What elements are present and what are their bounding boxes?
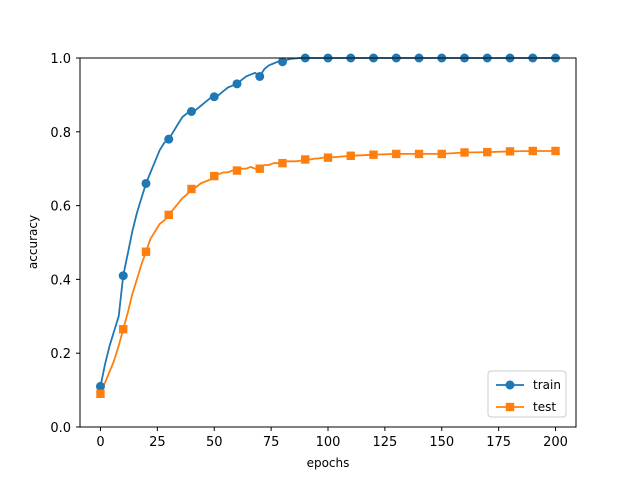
x-axis-label: epochs [307,456,350,470]
legend-label-train: train [533,378,561,392]
marker-train [186,107,196,117]
marker-train [141,178,151,188]
marker-test [460,148,469,157]
legend-marker-train [505,380,515,390]
legend-label-test: test [533,400,556,414]
marker-test [255,164,264,173]
marker-test [141,247,151,256]
marker-test [210,171,219,181]
marker-test [232,166,242,175]
x-tick-label: 0 [96,435,104,450]
marker-test [278,158,287,168]
x-tick-label: 25 [149,435,166,450]
marker-train [209,92,219,102]
y-tick-label: 0.4 [50,273,71,288]
y-axis-label: accuracy [26,215,40,269]
y-tick-label: 1.0 [50,52,71,67]
marker-test [346,151,355,160]
x-tick-label: 100 [316,435,341,450]
marker-test [505,147,515,156]
marker-test [119,325,128,334]
marker-test [301,155,310,164]
legend: train test [487,370,567,418]
marker-test [187,184,196,194]
marker-train [164,134,174,144]
x-tick-label: 50 [206,435,223,450]
plot-markers [95,53,561,398]
x-tick-label: 75 [263,435,280,450]
marker-train [277,57,287,67]
y-tick-label: 0.2 [50,347,71,362]
y-tick-label: 0.6 [50,200,71,215]
marker-test [483,147,492,157]
marker-test [369,150,378,159]
marker-test [551,146,560,156]
x-tick-label: 175 [486,435,511,450]
marker-train [232,79,242,89]
marker-train [118,271,128,281]
y-tick-label: 0.0 [50,421,71,436]
marker-test [528,146,537,156]
marker-train [95,381,105,391]
x-axis-ticks: 0 25 50 75 100 125 150 175 200 [96,427,568,450]
y-axis-ticks: 0.0 0.2 0.4 0.6 0.8 1.0 [50,52,80,436]
x-tick-label: 150 [429,435,454,450]
x-tick-label: 125 [372,435,397,450]
marker-test [392,149,401,159]
marker-test [414,149,424,159]
marker-train [255,71,265,81]
marker-test [96,389,105,398]
x-tick-label: 200 [543,435,568,450]
marker-test [164,210,173,220]
marker-test [323,153,333,162]
y-tick-label: 0.8 [50,126,71,141]
marker-test [437,149,446,159]
legend-marker-test [505,402,515,412]
